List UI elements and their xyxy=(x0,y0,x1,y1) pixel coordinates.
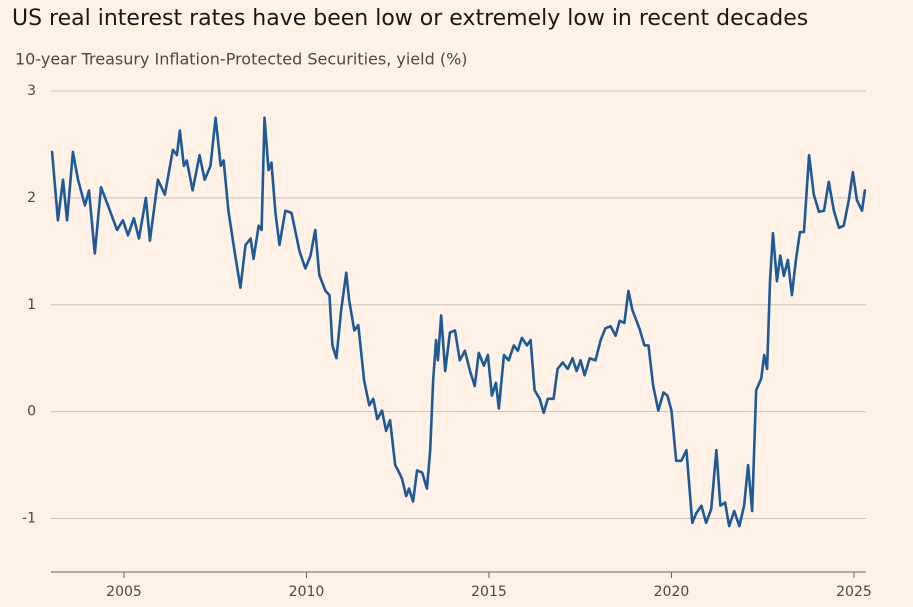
y-tick-label: 1 xyxy=(27,297,36,313)
chart-subtitle: 10-year Treasury Inflation-Protected Sec… xyxy=(15,50,468,69)
data-line xyxy=(50,116,867,528)
y-tick-label: 3 xyxy=(27,83,36,99)
y-tick-label: -1 xyxy=(22,511,36,527)
y-tick-label: 0 xyxy=(27,404,36,420)
x-tick-label: 2015 xyxy=(471,584,507,600)
y-tick-label: 2 xyxy=(27,190,36,206)
chart-title: US real interest rates have been low or … xyxy=(12,6,808,31)
x-tick-label: 2020 xyxy=(654,584,690,600)
x-tick-label: 2025 xyxy=(836,584,872,600)
x-tick-label: 2005 xyxy=(106,584,142,600)
x-tick-label: 2010 xyxy=(289,584,325,600)
